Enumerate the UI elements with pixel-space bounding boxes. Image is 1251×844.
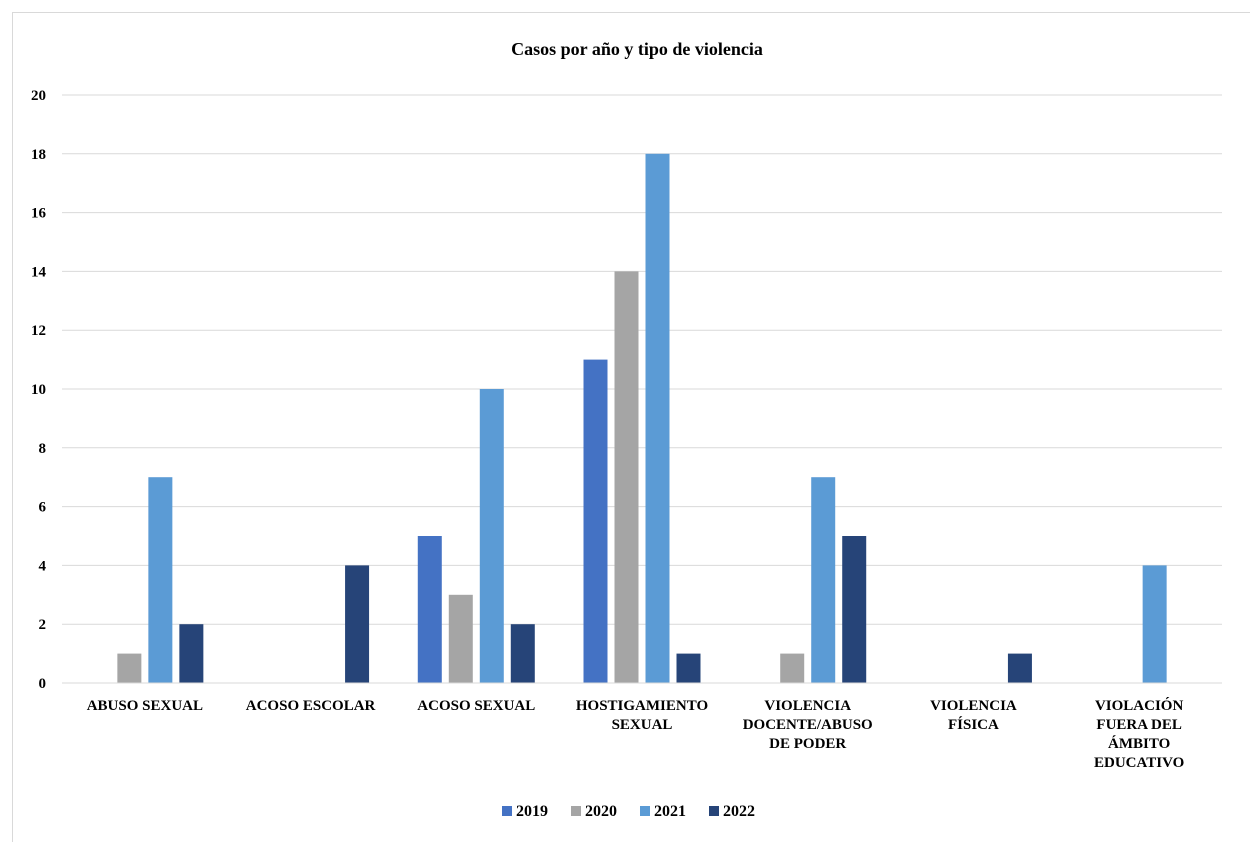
- category-labels: ABUSO SEXUAL ACOSO ESCOLAR ACOSO SEXUAL HOS…: [87, 697, 1185, 771]
- category-label-line: FÍSICA: [948, 716, 999, 733]
- bar-2021: [1142, 565, 1167, 683]
- bar-2020: [117, 653, 142, 683]
- bars: [117, 153, 1167, 684]
- category-label-line: VIOLACIÓN: [1095, 697, 1184, 714]
- category-label-line: VIOLENCIA: [764, 698, 851, 714]
- category-label-line: DOCENTE/ABUSO: [743, 717, 873, 733]
- category-label: ACOSO ESCOLAR: [246, 698, 376, 714]
- y-tick-label: 0: [39, 676, 47, 692]
- y-tick-label: 10: [31, 382, 46, 398]
- y-tick-label: 14: [31, 264, 47, 280]
- bar-2022: [1007, 653, 1032, 683]
- category-label: ABUSO SEXUAL: [87, 698, 203, 714]
- category-label-line: EDUCATIVO: [1094, 755, 1184, 771]
- y-tick-label: 16: [31, 206, 47, 222]
- bar-2020: [614, 271, 639, 683]
- category-label: ACOSO SEXUAL: [417, 698, 535, 714]
- y-axis-ticks: 0 2 4 6 8 10 12 14 16 18 20: [31, 88, 47, 692]
- category-label-line: ABUSO SEXUAL: [87, 698, 203, 714]
- y-tick-label: 4: [39, 558, 47, 574]
- y-tick-label: 2: [39, 617, 47, 633]
- legend-label-2020: 2020: [585, 803, 617, 820]
- bar-2022: [842, 536, 867, 683]
- bar-2021: [811, 477, 836, 683]
- category-label-line: ACOSO SEXUAL: [417, 698, 535, 714]
- category-label: VIOLACIÓN FUERA DEL ÁMBITO EDUCATIVO: [1094, 697, 1184, 771]
- y-tick-label: 20: [31, 88, 46, 104]
- bar-2019: [583, 359, 608, 683]
- chart-title: Casos por año y tipo de violencia: [511, 39, 763, 59]
- bar-2022: [179, 624, 204, 683]
- category-label-line: VIOLENCIA: [930, 698, 1017, 714]
- bar-2021: [148, 477, 173, 683]
- y-tick-label: 12: [31, 323, 46, 339]
- chart-frame: [12, 12, 1250, 842]
- bar-2022: [676, 653, 701, 683]
- legend: 2019 2020 2021 2022: [502, 803, 755, 820]
- legend-label-2021: 2021: [654, 803, 686, 820]
- bar-2022: [345, 565, 370, 683]
- category-label: VIOLENCIA FÍSICA: [930, 698, 1017, 733]
- category-label-line: ÁMBITO: [1108, 735, 1170, 752]
- category-label-line: SEXUAL: [612, 717, 673, 733]
- y-tick-label: 8: [39, 441, 47, 457]
- category-label-line: HOSTIGAMIENTO: [576, 698, 708, 714]
- bar-2021: [479, 389, 504, 683]
- bar-2020: [780, 653, 805, 683]
- legend-swatch-2022: [709, 806, 719, 816]
- bar-2020: [448, 594, 473, 683]
- gridlines: [62, 94, 1222, 625]
- category-label: VIOLENCIA DOCENTE/ABUSO DE PODER: [743, 698, 873, 752]
- category-label-line: DE PODER: [769, 736, 846, 752]
- category-label-line: FUERA DEL: [1096, 717, 1181, 733]
- y-tick-label: 6: [39, 500, 47, 516]
- legend-swatch-2019: [502, 806, 512, 816]
- y-tick-label: 18: [31, 147, 46, 163]
- legend-swatch-2021: [640, 806, 650, 816]
- bar-2021: [645, 153, 670, 684]
- bar-2019: [417, 536, 442, 683]
- bar-2022: [510, 624, 535, 683]
- legend-label-2019: 2019: [516, 803, 548, 820]
- category-label-line: ACOSO ESCOLAR: [246, 698, 376, 714]
- legend-swatch-2020: [571, 806, 581, 816]
- category-label: HOSTIGAMIENTO SEXUAL: [576, 698, 708, 733]
- legend-label-2022: 2022: [723, 803, 755, 820]
